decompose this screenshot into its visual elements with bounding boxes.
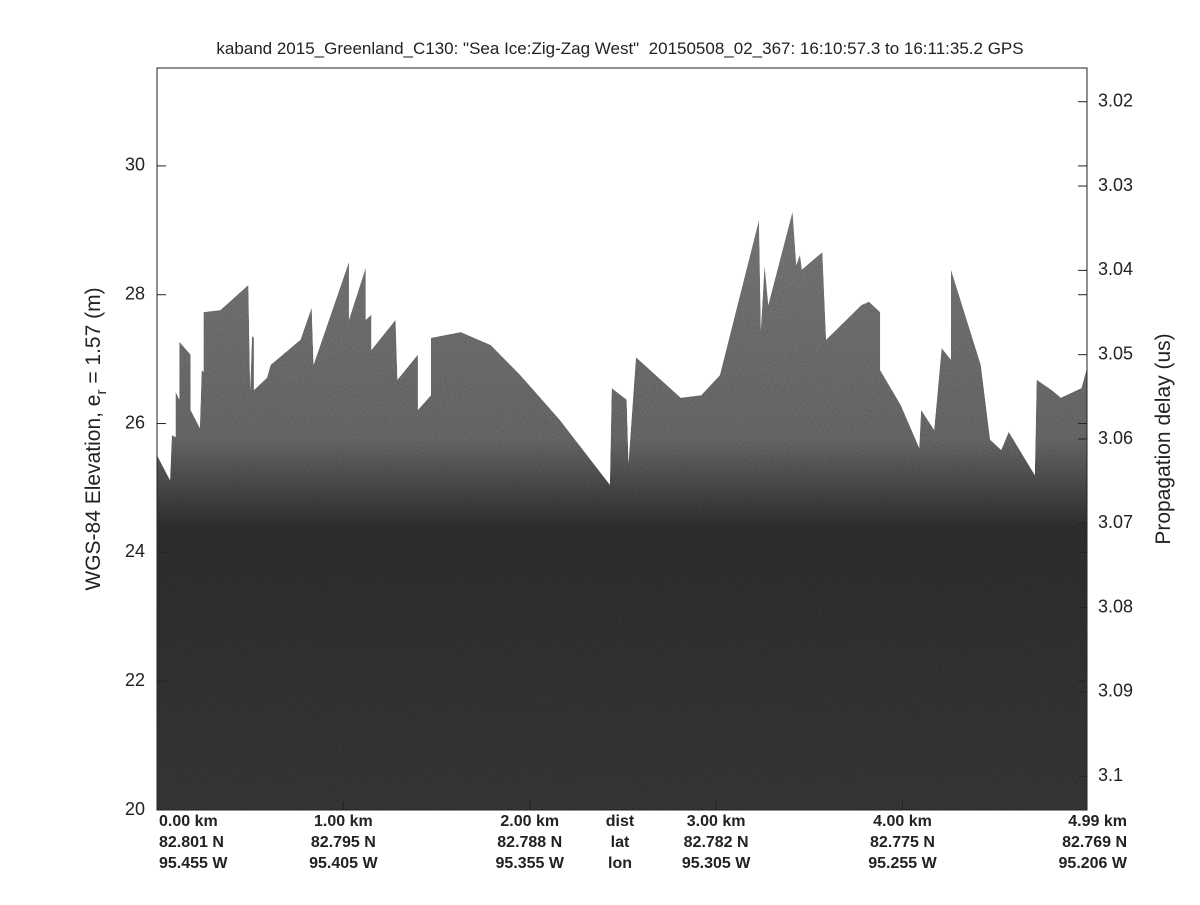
x-tick-label: 2.00 km <box>500 813 559 830</box>
y-tick-label: 22 <box>125 670 145 690</box>
row-label: lat <box>611 834 630 851</box>
x-tick-label: 1.00 km <box>314 813 373 830</box>
lat-label: 82.801 N <box>159 834 224 851</box>
y-tick-label: 24 <box>125 541 145 561</box>
y2-tick-label: 3.07 <box>1098 512 1133 532</box>
echo-area <box>157 211 1087 811</box>
y2-tick-label: 3.05 <box>1098 343 1133 363</box>
plot-area <box>157 211 1087 811</box>
lon-label: 95.355 W <box>496 855 565 872</box>
y2-axis-label: Propagation delay (us) <box>1152 333 1175 544</box>
y2-tick-label: 3.06 <box>1098 428 1133 448</box>
y2-tick-label: 3.02 <box>1098 90 1133 110</box>
y-tick-label: 26 <box>125 412 145 432</box>
x-tick-label: 4.00 km <box>873 813 932 830</box>
lat-label: 82.769 N <box>1062 834 1127 851</box>
y-label-text: = 1.57 (m) <box>82 287 105 389</box>
row-label: lon <box>608 855 632 872</box>
y2-tick-label: 3.1 <box>1098 765 1123 785</box>
y2-tick-label: 3.03 <box>1098 175 1133 195</box>
chart-title: kaband 2015_Greenland_C130: "Sea Ice:Zig… <box>216 39 1023 58</box>
lon-label: 95.305 W <box>682 855 751 872</box>
y-tick-label: 30 <box>125 155 145 175</box>
y-label-sub: r <box>93 390 110 395</box>
y2-tick-label: 3.09 <box>1098 681 1133 701</box>
x-tick-label: 0.00 km <box>159 813 218 830</box>
y-tick-label: 20 <box>125 799 145 819</box>
y2-tick-label: 3.08 <box>1098 596 1133 616</box>
lon-label: 95.255 W <box>868 855 937 872</box>
x-tick-label: 4.99 km <box>1068 813 1127 830</box>
lat-label: 82.795 N <box>311 834 376 851</box>
lat-label: 82.788 N <box>497 834 562 851</box>
y-label-text: WGS-84 Elevation, e <box>82 395 105 591</box>
lon-label: 95.405 W <box>309 855 378 872</box>
x-tick-label: 3.00 km <box>687 813 746 830</box>
y2-tick-label: 3.04 <box>1098 259 1133 279</box>
lat-label: 82.775 N <box>870 834 935 851</box>
lon-label: 95.206 W <box>1059 855 1128 872</box>
lat-label: 82.782 N <box>684 834 749 851</box>
row-label: dist <box>606 813 635 830</box>
y-axis-label: WGS-84 Elevation, er = 1.57 (m) <box>82 287 110 590</box>
lon-label: 95.455 W <box>159 855 228 872</box>
y-tick-label: 28 <box>125 283 145 303</box>
